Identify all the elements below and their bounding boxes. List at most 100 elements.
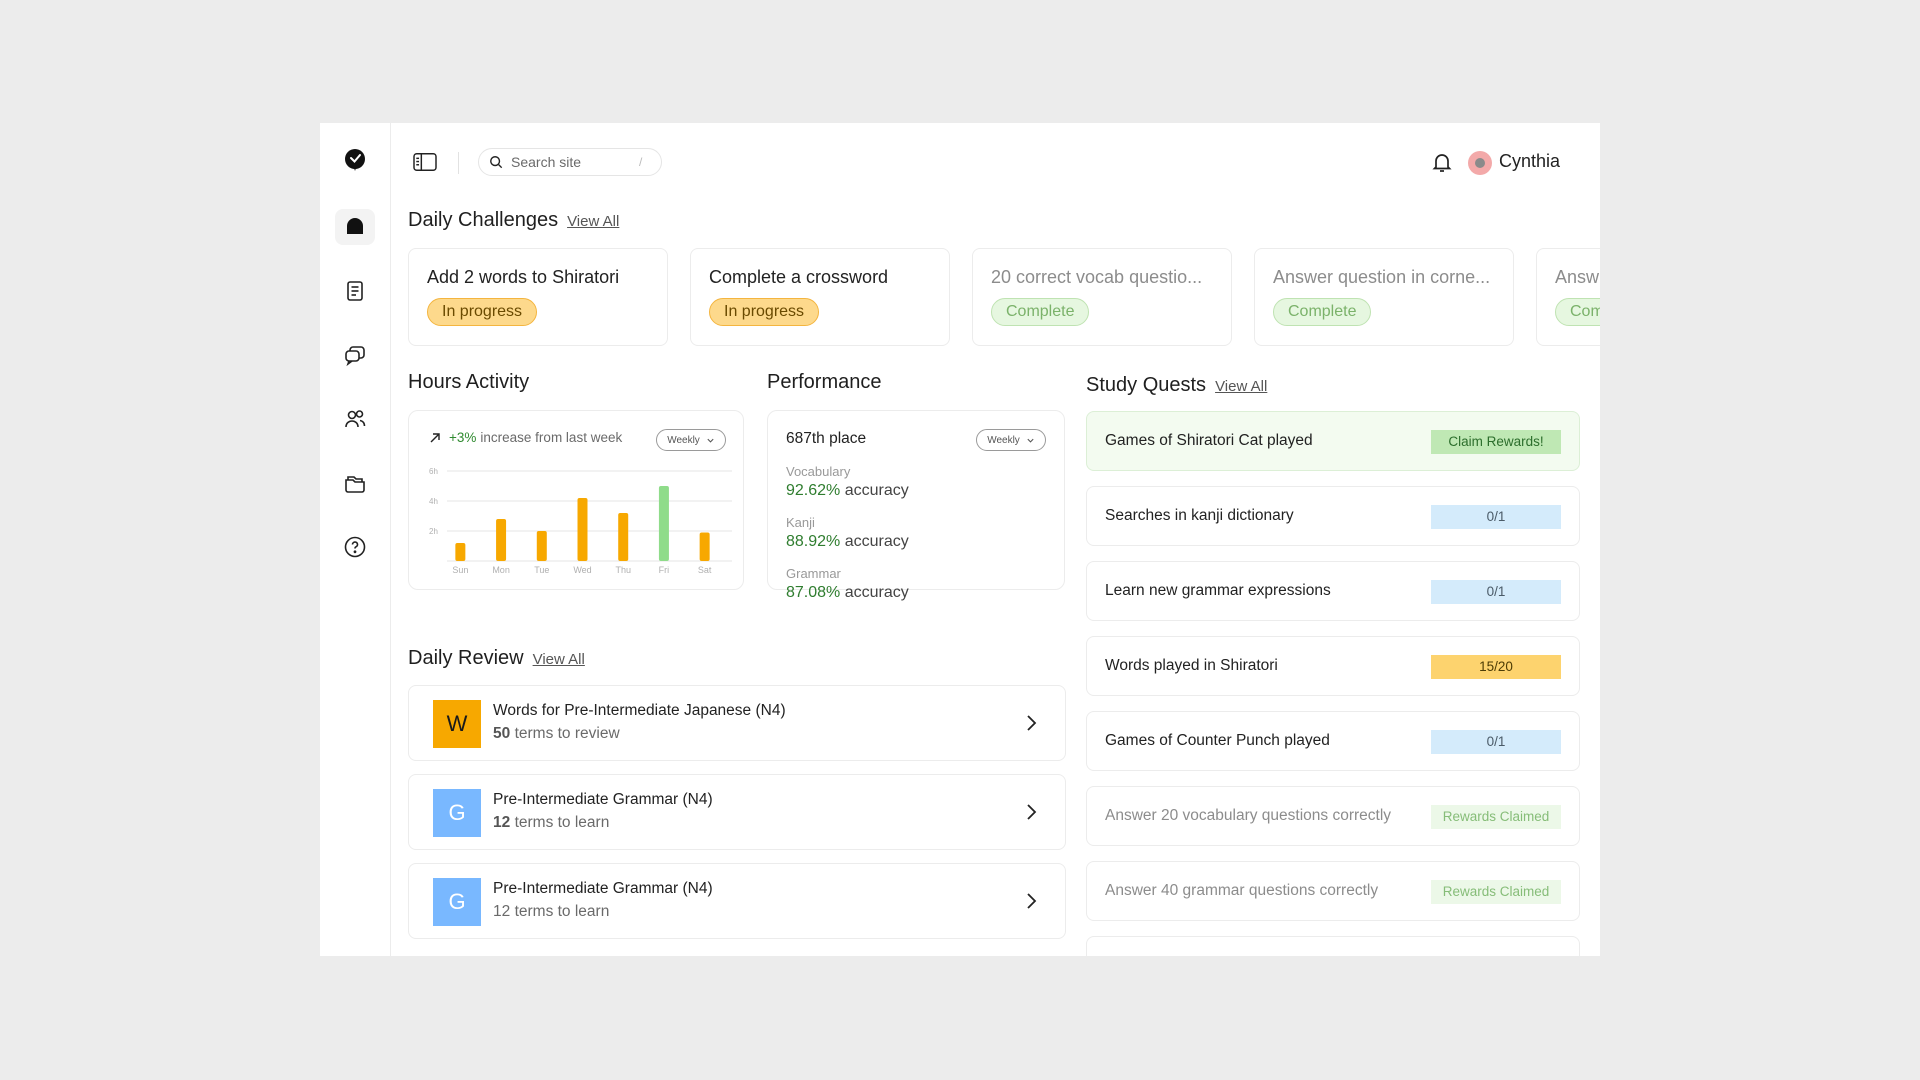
bar-thu[interactable] [618,513,629,561]
daily-challenges-header: Daily Challenges View All [408,209,619,232]
challenge-card[interactable]: Answer question in corne... Complete [1254,248,1514,346]
bar-fri[interactable] [658,486,669,561]
review-subtitle: 50 terms to review [493,725,620,743]
review-title: Words for Pre-Intermediate Japanese (N4) [493,702,786,719]
hours-activity-title: Hours Activity [408,371,530,393]
notebook-icon[interactable] [335,273,375,309]
review-title: Pre-Intermediate Grammar (N4) [493,791,713,808]
x-tick-label: Mon [492,565,510,575]
chat-icon[interactable] [335,337,375,373]
trend-value: +3% [449,430,477,445]
quest-item[interactable]: Words played in Shiratori 15/20 [1086,636,1580,696]
daily-review-title: Daily Review [408,647,524,669]
review-suffix: terms to review [514,725,620,742]
x-tick-label: Sat [698,565,712,575]
quest-progress: 0/1 [1431,730,1561,754]
challenge-card[interactable]: 20 correct vocab questio... Complete [972,248,1232,346]
bar-mon[interactable] [496,519,507,561]
hours-period-dropdown[interactable]: Weekly [656,429,726,451]
x-tick-label: Sun [452,565,468,575]
challenge-title: 20 correct vocab questio... [991,267,1203,287]
chevron-down-icon [707,438,714,443]
trend-summary: +3% increase from last week [429,430,622,445]
review-item[interactable]: G Pre-Intermediate Grammar (N4) 12 terms… [408,774,1066,850]
study-quests-title: Study Quests [1086,374,1207,396]
performance-card: 687th place Weekly Vocabulary 92.62% acc… [767,410,1065,601]
daily-review-view-all-link[interactable]: View All [532,651,585,668]
topbar-divider [458,152,459,174]
daily-challenges-title: Daily Challenges [408,209,559,231]
deck-letter-badge: W [433,700,481,748]
y-tick-label: 4h [429,497,438,506]
username[interactable]: Cynthia [1499,151,1561,171]
y-tick-label: 6h [429,467,438,476]
review-subtitle: 12 terms to learn [493,814,609,832]
review-subtitle: 12 terms to learn [493,903,609,921]
review-suffix: terms to learn [514,903,610,920]
search-icon [490,156,503,169]
chevron-right-icon[interactable] [1023,892,1039,910]
daily-challenges-view-all-link[interactable]: View All [567,213,620,230]
arrow-up-right-icon [430,432,440,442]
quest-item[interactable]: Searches in kanji dictionary 0/1 [1086,486,1580,546]
quest-item[interactable]: Games of Counter Punch played 0/1 [1086,711,1580,771]
metric-suffix: accuracy [844,584,909,601]
quest-item[interactable]: Learn new grammar expressions 0/1 [1086,561,1580,621]
sidebar-toggle-icon[interactable] [411,150,439,174]
quest-item-partial[interactable] [1086,936,1580,956]
challenge-card[interactable]: Add 2 words to Shiratori In progress [408,248,668,346]
bar-wed[interactable] [577,498,588,561]
review-count: 50 [493,725,511,742]
metric-value: 88.92% [786,533,841,550]
avatar[interactable] [1468,151,1492,175]
metric-suffix: accuracy [844,533,909,550]
quest-progress: 0/1 [1431,505,1561,529]
review-count: 12 [493,903,511,920]
quest-item[interactable]: Answer 40 grammar questions correctly Re… [1086,861,1580,921]
quest-label: Answer 20 vocabulary questions correctly [1105,807,1392,824]
x-tick-label: Fri [659,565,670,575]
daily-review-header: Daily Review View All [408,647,585,670]
quest-item[interactable]: Games of Shiratori Cat played Claim Rewa… [1086,411,1580,471]
folder-icon[interactable] [335,465,375,501]
bell-icon[interactable] [1429,149,1455,175]
quest-progress: 0/1 [1431,580,1561,604]
performance-title: Performance [767,371,882,393]
search-box[interactable]: / [478,148,662,176]
challenge-title: Complete a crossword [709,267,889,287]
home-icon[interactable] [335,209,375,245]
challenge-card[interactable]: Complete a crossword In progress [690,248,950,346]
sidebar [320,123,391,956]
bar-sat[interactable] [699,532,710,562]
review-item[interactable]: G Pre-Intermediate Grammar (N4) 12 terms… [408,863,1066,939]
leaderboard-place: 687th place [786,430,867,447]
review-title: Pre-Intermediate Grammar (N4) [493,880,713,897]
rewards-claimed-badge: Rewards Claimed [1431,805,1561,829]
review-item[interactable]: W Words for Pre-Intermediate Japanese (N… [408,685,1066,761]
challenge-title: Answer question in corne... [1273,267,1491,287]
help-icon[interactable] [335,529,375,565]
study-quests-view-all-link[interactable]: View All [1215,378,1268,395]
logo-icon[interactable] [335,142,375,178]
quest-label: Answer 40 grammar questions correctly [1105,882,1379,899]
search-input[interactable] [511,154,639,170]
vocabulary-metric: Vocabulary 92.62% accuracy [786,464,909,500]
quest-progress: 15/20 [1431,655,1561,679]
bar-sun[interactable] [455,543,466,561]
period-label: Weekly [667,434,700,446]
chevron-right-icon[interactable] [1023,714,1039,732]
challenge-card[interactable]: Answ Com [1536,248,1600,346]
performance-period-dropdown[interactable]: Weekly [976,429,1046,451]
status-badge: Complete [991,298,1090,326]
claim-rewards-button[interactable]: Claim Rewards! [1431,430,1561,454]
quest-label: Games of Counter Punch played [1105,732,1330,749]
bar-tue[interactable] [536,531,547,561]
hours-activity-card: +3% increase from last week Weekly 6h 4h 2… [408,410,744,590]
challenge-title: Answ [1555,267,1600,287]
status-badge: In progress [427,298,538,326]
chevron-right-icon[interactable] [1023,803,1039,821]
users-icon[interactable] [335,401,375,437]
quest-label: Learn new grammar expressions [1105,582,1331,599]
quest-item[interactable]: Answer 20 vocabulary questions correctly… [1086,786,1580,846]
metric-value: 87.08% [786,584,841,601]
